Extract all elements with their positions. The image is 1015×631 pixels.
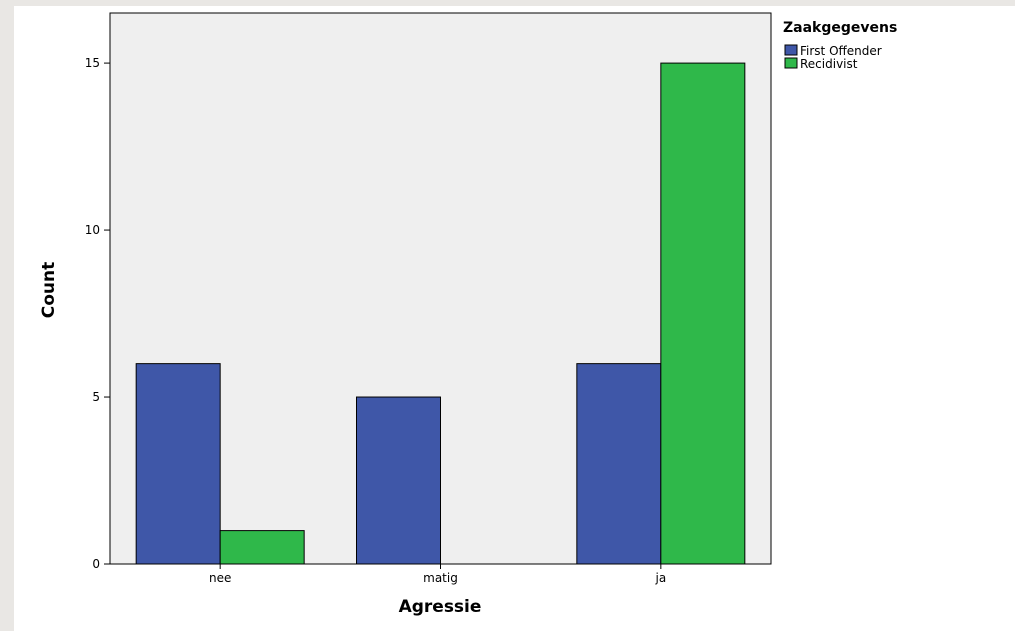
x-tick-label: matig bbox=[423, 571, 458, 585]
legend-swatch bbox=[784, 57, 798, 69]
bar-nee-first-offender bbox=[135, 363, 221, 565]
legend-title: Zaakgegevens bbox=[783, 20, 897, 36]
x-tick-label: ja bbox=[654, 571, 666, 585]
bar-matig-first-offender bbox=[356, 396, 441, 565]
x-axis-title: Agressie bbox=[399, 597, 482, 617]
y-axis: 0 5 10 15 bbox=[85, 56, 110, 571]
bar-ja-first-offender bbox=[576, 363, 662, 565]
y-tick-label: 15 bbox=[85, 56, 100, 70]
legend-swatch bbox=[784, 44, 798, 56]
y-tick-label: 0 bbox=[92, 557, 100, 571]
x-tick-label: nee bbox=[209, 571, 231, 585]
y-axis-title: Count bbox=[39, 262, 59, 319]
y-tick-label: 5 bbox=[92, 390, 100, 404]
bars-group bbox=[135, 62, 746, 565]
x-axis: nee matig ja bbox=[209, 564, 666, 585]
y-tick-label: 10 bbox=[85, 223, 100, 237]
bar-ja-recidivist bbox=[660, 62, 746, 565]
bar-nee-recidivist bbox=[219, 530, 305, 565]
legend-label: First Offender bbox=[800, 44, 882, 58]
legend-label: Recidivist bbox=[800, 57, 858, 71]
